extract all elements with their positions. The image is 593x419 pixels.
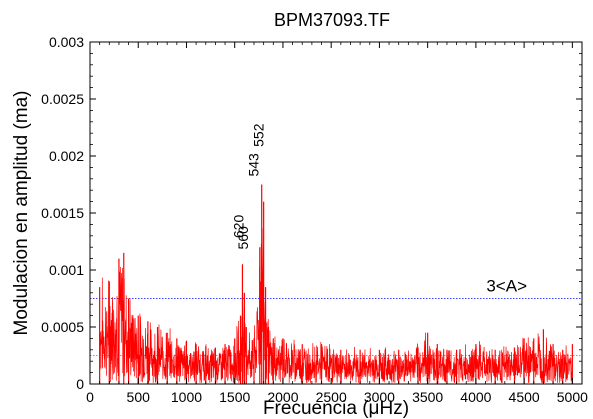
peak-label-620: 620 [230, 215, 246, 239]
x-tick-label: 1000 [171, 389, 202, 405]
x-axis-title: Frecuencia (μHz) [263, 398, 409, 419]
x-tick-label: 4500 [509, 389, 540, 405]
peak-label-543: 543 [245, 153, 261, 177]
peak-label-552: 552 [251, 123, 267, 147]
x-tick-label: 4000 [460, 389, 491, 405]
x-tick-label: 2500 [316, 389, 347, 405]
x-tick-label: 3000 [364, 389, 395, 405]
y-tick-label: 0.001 [49, 262, 84, 278]
y-tick-label: 0.002 [49, 148, 84, 164]
y-tick-label: 0.0015 [41, 205, 84, 221]
x-tick-label: 2000 [267, 389, 298, 405]
chart-title: BPM37093.TF [274, 10, 390, 30]
reference-line-label: 3<A> [486, 277, 527, 296]
y-tick-label: 0.003 [49, 34, 84, 50]
x-tick-label: 0 [86, 389, 94, 405]
spectrum-noise-trace [99, 228, 573, 383]
y-tick-label: 0.0025 [41, 91, 84, 107]
x-tick-label: 3500 [412, 389, 443, 405]
x-tick-label: 5000 [557, 389, 588, 405]
y-tick-label: 0.0005 [41, 319, 84, 335]
y-axis-title: Modulacion en amplitud (ma) [11, 90, 32, 335]
peak-label-560: 560 [235, 226, 251, 250]
x-tick-label: 1500 [219, 389, 250, 405]
plot-frame [89, 41, 583, 385]
axis-ticks: 0 500 1000 1500 2000 2500 3000 3500 4000 4500 5000… [41, 34, 588, 405]
x-tick-label: 500 [127, 389, 151, 405]
y-tick-label: 0 [76, 376, 84, 392]
